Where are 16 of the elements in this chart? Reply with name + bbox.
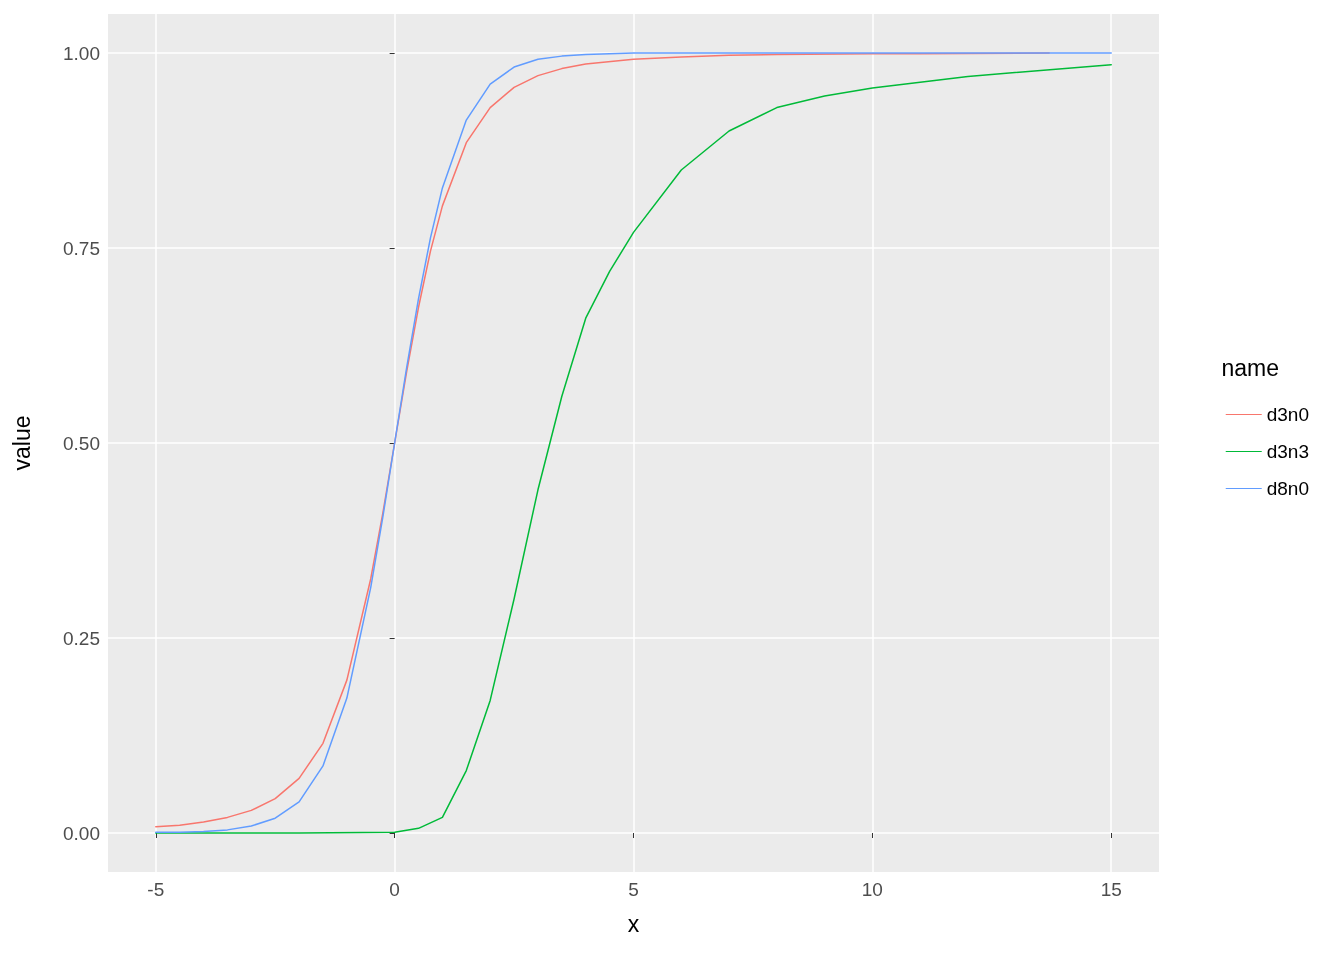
x-tick-label: 5 [628,879,639,900]
x-tick-label: -5 [147,879,165,900]
y-tick-label: 1.00 [63,42,100,64]
y-tick-label: 0.50 [63,432,100,454]
legend-label: d3n3 [1266,441,1310,462]
x-axis-title: x [627,910,640,937]
legend-label: d3n0 [1266,404,1310,425]
y-tick-label: 0.75 [63,237,100,259]
x-tick-label: 15 [1100,879,1122,900]
x-tick-label: 10 [861,879,883,900]
legend-label: d8n0 [1266,478,1310,499]
legend-title: name [1221,354,1280,381]
y-tick-label: 0.00 [63,822,100,844]
x-tick-label: 0 [389,879,400,900]
y-tick-label: 0.25 [63,627,100,649]
y-axis-title: value [8,415,35,471]
